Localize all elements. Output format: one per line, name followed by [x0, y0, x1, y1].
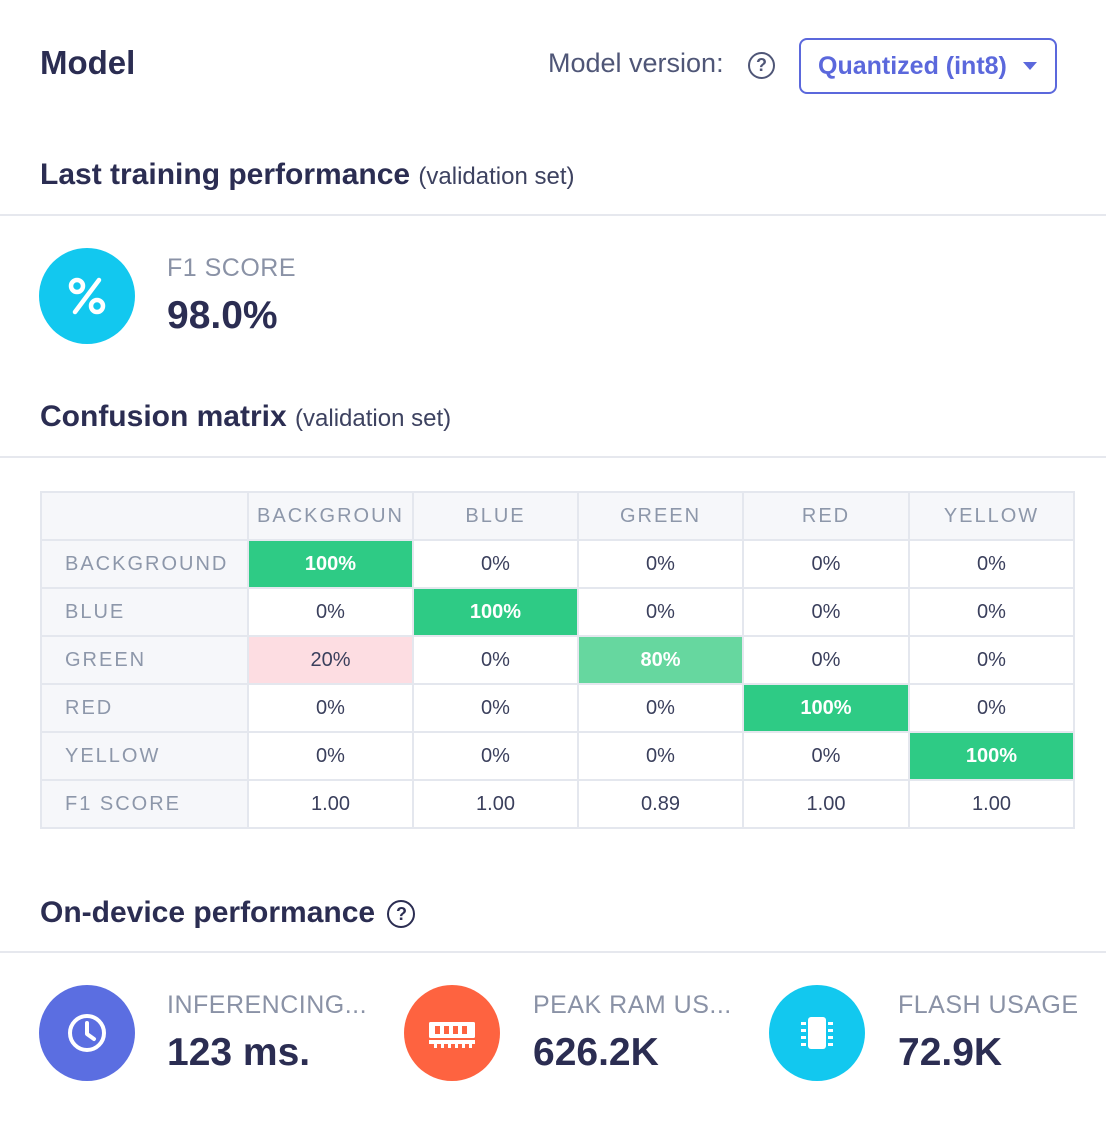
- f1-cell: 1.00: [908, 779, 1075, 829]
- flash-usage-value: 72.9K: [898, 1031, 1003, 1074]
- peak-ram-badge: [404, 985, 500, 1081]
- matrix-cell: 0%: [908, 539, 1075, 589]
- matrix-cell: 0%: [742, 539, 910, 589]
- ram-icon: [429, 1022, 475, 1048]
- matrix-cell: 0%: [412, 539, 579, 589]
- column-header: BLUE: [412, 491, 579, 541]
- confusion-divider: [0, 456, 1106, 458]
- row-header: YELLOW: [40, 731, 249, 781]
- matrix-cell: 0%: [577, 731, 744, 781]
- matrix-cell: 0%: [742, 731, 910, 781]
- f1-score-value: 98.0%: [167, 294, 278, 337]
- flash-usage-badge: [769, 985, 865, 1081]
- row-header: BLUE: [40, 587, 249, 637]
- f1-score-row: F1 SCORE 1.00 1.00 0.89 1.00 1.00: [40, 779, 1075, 829]
- training-heading-text: Last training performance: [40, 158, 411, 191]
- model-version-selected: Quantized (int8): [818, 51, 1007, 80]
- matrix-cell: 0%: [577, 587, 744, 637]
- f1-score-badge: [39, 248, 135, 344]
- matrix-cell: 0%: [908, 587, 1075, 637]
- matrix-cell: 0%: [412, 635, 579, 685]
- matrix-cell: 0%: [247, 683, 414, 733]
- inferencing-value: 123 ms.: [167, 1031, 311, 1074]
- confusion-matrix-table: BACKGROUN BLUE GREEN RED YELLOW BACKGROU…: [40, 491, 1075, 829]
- matrix-cell: 0%: [577, 539, 744, 589]
- matrix-cell: 0%: [742, 587, 910, 637]
- table-header-row: BACKGROUN BLUE GREEN RED YELLOW: [40, 491, 1075, 541]
- f1-cell: 1.00: [742, 779, 910, 829]
- table-row: BACKGROUND 100% 0% 0% 0% 0%: [40, 539, 1075, 589]
- peak-ram-label: PEAK RAM US...: [533, 991, 732, 1019]
- peak-ram-value: 626.2K: [533, 1031, 659, 1074]
- chevron-down-icon: [1022, 62, 1037, 70]
- model-version-dropdown[interactable]: Quantized (int8): [799, 38, 1057, 94]
- device-heading-text: On-device performance: [40, 896, 376, 929]
- matrix-cell: 100%: [742, 683, 910, 733]
- device-heading: On-device performance ?: [40, 896, 416, 930]
- row-header: GREEN: [40, 635, 249, 685]
- column-header: YELLOW: [908, 491, 1075, 541]
- table-row: RED 0% 0% 0% 100% 0%: [40, 683, 1075, 733]
- matrix-cell: 0%: [412, 683, 579, 733]
- matrix-cell: 0%: [742, 635, 910, 685]
- training-divider: [0, 214, 1106, 216]
- matrix-cell: 20%: [247, 635, 414, 685]
- device-help-icon[interactable]: ?: [387, 900, 416, 929]
- column-header: BACKGROUN: [247, 491, 414, 541]
- page-title: Model: [40, 44, 136, 81]
- model-version-help-icon[interactable]: ?: [748, 52, 775, 79]
- device-divider: [0, 951, 1106, 953]
- model-version-label: Model version:: [548, 48, 724, 78]
- f1-score-label: F1 SCORE: [167, 254, 297, 282]
- table-row: GREEN 20% 0% 80% 0% 0%: [40, 635, 1075, 685]
- training-heading: Last training performance (validation se…: [40, 158, 575, 192]
- column-header: RED: [742, 491, 910, 541]
- matrix-cell: 0%: [247, 587, 414, 637]
- matrix-cell: 0%: [908, 635, 1075, 685]
- percent-icon: [68, 277, 106, 315]
- f1-cell: 1.00: [247, 779, 414, 829]
- matrix-cell: 100%: [908, 731, 1075, 781]
- table-row: YELLOW 0% 0% 0% 0% 100%: [40, 731, 1075, 781]
- matrix-cell: 0%: [908, 683, 1075, 733]
- row-header: RED: [40, 683, 249, 733]
- confusion-heading: Confusion matrix (validation set): [40, 400, 451, 434]
- f1-cell: 0.89: [577, 779, 744, 829]
- row-header: BACKGROUND: [40, 539, 249, 589]
- matrix-cell: 100%: [412, 587, 579, 637]
- confusion-heading-text: Confusion matrix: [40, 400, 287, 433]
- matrix-cell: 100%: [247, 539, 414, 589]
- row-header: F1 SCORE: [40, 779, 249, 829]
- inferencing-label: INFERENCING...: [167, 991, 368, 1019]
- training-heading-sub: (validation set): [418, 163, 575, 190]
- table-row: BLUE 0% 100% 0% 0% 0%: [40, 587, 1075, 637]
- chip-icon: [801, 1017, 833, 1049]
- matrix-cell: 0%: [577, 683, 744, 733]
- corner-cell: [40, 491, 249, 541]
- matrix-cell: 0%: [412, 731, 579, 781]
- f1-cell: 1.00: [412, 779, 579, 829]
- matrix-cell: 80%: [577, 635, 744, 685]
- clock-icon: [68, 1014, 106, 1052]
- column-header: GREEN: [577, 491, 744, 541]
- flash-usage-label: FLASH USAGE: [898, 991, 1079, 1019]
- inferencing-badge: [39, 985, 135, 1081]
- matrix-cell: 0%: [247, 731, 414, 781]
- confusion-heading-sub: (validation set): [295, 405, 452, 432]
